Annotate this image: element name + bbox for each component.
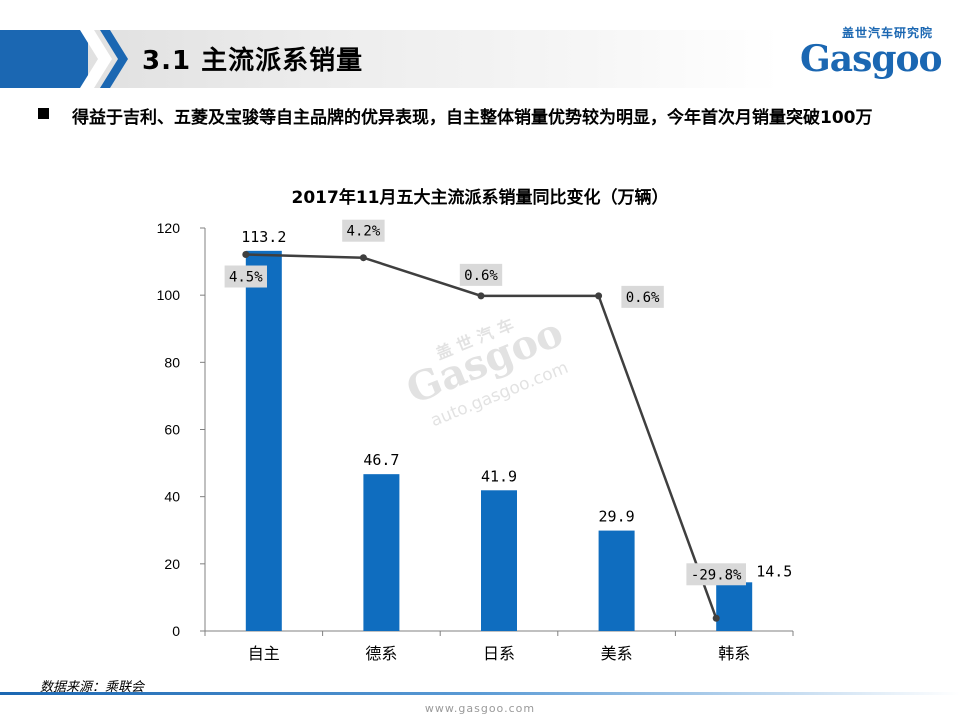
header-band [0,30,780,88]
x-category-label: 德系 [365,644,397,663]
data-source: 数据来源：乘联会 [40,680,145,695]
x-category-label: 日系 [483,644,515,663]
bar-value-label: 41.9 [481,467,517,485]
bullet-square-icon [38,108,49,119]
bar [598,530,635,631]
growth-point [242,251,250,259]
growth-label: 4.5% [229,270,263,286]
growth-point [595,292,603,300]
header-accent-block [0,30,88,88]
x-category-label: 自主 [248,644,280,663]
growth-point [359,254,367,262]
y-tick-label: 80 [164,354,180,370]
y-tick-label: 120 [157,220,181,236]
bar [363,474,400,631]
logo-chinese-name: 盖世汽车研究院 [842,26,934,40]
growth-point [712,614,720,622]
chart-title: 2017年11月五大主流派系销量同比变化（万辆） [291,188,669,208]
y-tick-label: 0 [172,623,180,639]
growth-point [477,292,485,300]
growth-label-box [224,265,267,288]
growth-label: 0.6% [464,268,498,284]
growth-label-box [686,563,746,586]
y-tick-label: 20 [164,556,180,572]
bar [481,490,517,631]
x-category-label: 韩系 [718,644,750,663]
bar-value-label: 46.7 [363,451,399,469]
growth-label-box [459,263,503,286]
growth-label: 0.6% [626,290,660,306]
bar [716,582,753,631]
footer-url: www.gasgoo.com [424,702,536,715]
footer-divider [0,692,960,695]
y-tick-label: 100 [157,287,181,303]
y-tick-label: 60 [164,422,180,438]
bar [245,250,282,631]
x-category-label: 美系 [601,644,633,663]
growth-label-box [621,285,664,308]
chevron-icon [80,30,128,88]
bar-value-label: 29.9 [599,508,635,526]
y-tick-label: 40 [164,489,180,505]
section-title: 3.1 主流派系销量 [142,46,364,76]
bullet-text: 得益于吉利、五菱及宝骏等自主品牌的优异表现，自主整体销量优势较为明显，今年首次月… [72,108,873,128]
growth-label: -29.8% [691,567,742,583]
bar-value-label: 113.2 [241,228,286,246]
growth-label-box [342,219,385,242]
growth-label: 4.2% [347,224,381,240]
bar-value-label: 14.5 [756,562,792,580]
logo-wordmark: Gasgoo [800,38,943,80]
gasgoo-logo: 盖世汽车研究院 Gasgoo [790,22,950,82]
